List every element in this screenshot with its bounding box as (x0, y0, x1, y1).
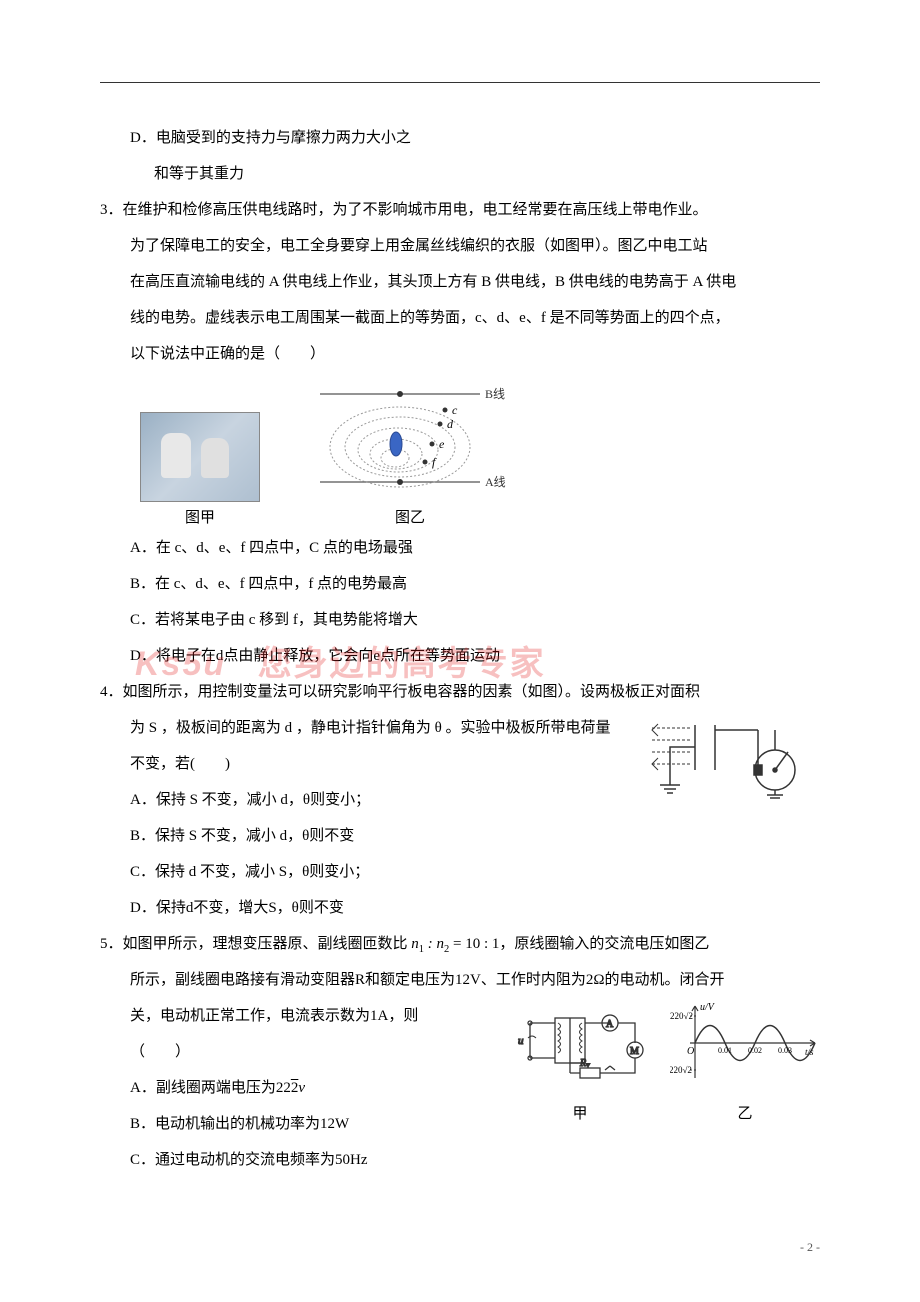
q3-stem-line2: 为了保障电工的安全，电工全身要穿上用金属丝线编织的衣服（如图甲）。图乙中电工站 (100, 228, 820, 264)
q5-figure-row: u A M R (510, 998, 820, 1125)
page-content: D．电脑受到的支持力与摩擦力两力大小之 和等于其重力 3．在维护和检修高压供电线… (100, 80, 820, 1178)
q3-figure-yi-caption: 图乙 (310, 506, 510, 530)
q5-option-c: C．通过电动机的交流电频率为50Hz (100, 1142, 820, 1178)
svg-text:u: u (518, 1035, 524, 1047)
q3-stem-line1: 3．在维护和检修高压供电线路时，为了不影响城市用电，电工经常要在高压线上带电作业… (100, 192, 820, 228)
svg-text:t/s: t/s (805, 1047, 814, 1057)
q4-capacitor-svg (640, 710, 820, 800)
svg-text:0.02: 0.02 (748, 1046, 762, 1055)
q5-ratio: n1 : n2 = 10 : 1 (411, 936, 499, 952)
q5-figure-yi: 220√2 -220√2 u/V t/s O 0.01 0.02 0.03 乙 (670, 998, 820, 1125)
q5-block: 5．如图甲所示，理想变压器原、副线圈匝数比 n1 : n2 = 10 : 1，原… (100, 926, 820, 1178)
svg-text:A: A (606, 1019, 614, 1030)
q3-figure-jia-image (140, 412, 260, 502)
q3-option-d: D．将电子在d点由静止释放，它会向e点所在等势面运动 (100, 638, 820, 674)
q4-option-d: D．保持d不变，增大S，θ则不变 (100, 890, 820, 926)
svg-text:c: c (452, 403, 458, 417)
prev-q-option-d-line1: D．电脑受到的支持力与摩擦力两力大小之 (100, 120, 820, 156)
q3-stem-line3: 在高压直流输电线的 A 供电线上作业，其头顶上方有 B 供电线，B 供电线的电势… (100, 264, 820, 300)
q5-circuit-svg: u A M R (510, 998, 650, 1088)
q4-figure (640, 710, 820, 800)
q3-figure-row: 图甲 B线 A线 c d e f (100, 382, 820, 530)
q3-option-b: B．在 c、d、e、f 四点中，f 点的电势最高 (100, 566, 820, 602)
q5-stem-p2: ，原线圈输入的交流电压如图乙 (499, 936, 709, 952)
q5-stem-line2: 所示，副线圈电路接有滑动变阻器R和额定电压为12V、工作时内阻为2Ω的电动机。闭… (100, 962, 820, 998)
q5-figure-yi-caption: 乙 (670, 1104, 820, 1125)
q5-figure-jia: u A M R (510, 998, 650, 1125)
q4-option-c: C．保持 d 不变，减小 S，θ则变小； (100, 854, 820, 890)
svg-text:O: O (687, 1046, 694, 1057)
q3-label-a: A线 (485, 475, 506, 489)
page-top-rule (100, 82, 820, 83)
q3-figure-yi-block: B线 A线 c d e f 图乙 (310, 382, 510, 530)
q3-figure-jia-caption: 图甲 (140, 506, 260, 530)
q4-block: 4．如图所示，用控制变量法可以研究影响平行板电容器的因素（如图）。设两极板正对面… (100, 674, 820, 926)
q3-figure-yi-svg: B线 A线 c d e f (310, 382, 510, 502)
svg-text:0.01: 0.01 (718, 1046, 732, 1055)
svg-text:R: R (579, 1058, 586, 1069)
q5-stem-line1: 5．如图甲所示，理想变压器原、副线圈匝数比 n1 : n2 = 10 : 1，原… (100, 926, 820, 962)
q3-label-b: B线 (485, 387, 505, 401)
q5-sine-svg: 220√2 -220√2 u/V t/s O 0.01 0.02 0.03 (670, 998, 820, 1088)
svg-text:-220√2: -220√2 (670, 1065, 692, 1075)
q3-figure-jia-block: 图甲 (140, 412, 260, 530)
q5-stem-p1: 5．如图甲所示，理想变压器原、副线圈匝数比 (100, 936, 411, 952)
svg-text:220√2: 220√2 (670, 1011, 693, 1021)
svg-text:f: f (432, 455, 437, 469)
page-footer: - 2 - (800, 1233, 820, 1262)
prev-q-option-d-line2: 和等于其重力 (100, 156, 820, 192)
q3-stem-line5: 以下说法中正确的是（ ） (100, 336, 820, 372)
svg-text:d: d (447, 417, 454, 431)
svg-text:0.03: 0.03 (778, 1046, 792, 1055)
q3-option-c: C．若将某电子由 c 移到 f，其电势能将增大 (100, 602, 820, 638)
q3-stem-line4: 线的电势。虚线表示电工周围某一截面上的等势面，c、d、e、f 是不同等势面上的四… (100, 300, 820, 336)
svg-text:e: e (439, 437, 445, 451)
svg-text:u/V: u/V (700, 1002, 716, 1013)
q4-option-b: B．保持 S 不变，减小 d，θ则不变 (100, 818, 820, 854)
q5-figure-jia-caption: 甲 (510, 1104, 650, 1125)
q3-option-a: A．在 c、d、e、f 四点中，C 点的电场最强 (100, 530, 820, 566)
q4-stem-line1: 4．如图所示，用控制变量法可以研究影响平行板电容器的因素（如图）。设两极板正对面… (100, 674, 820, 710)
svg-text:M: M (630, 1046, 639, 1057)
